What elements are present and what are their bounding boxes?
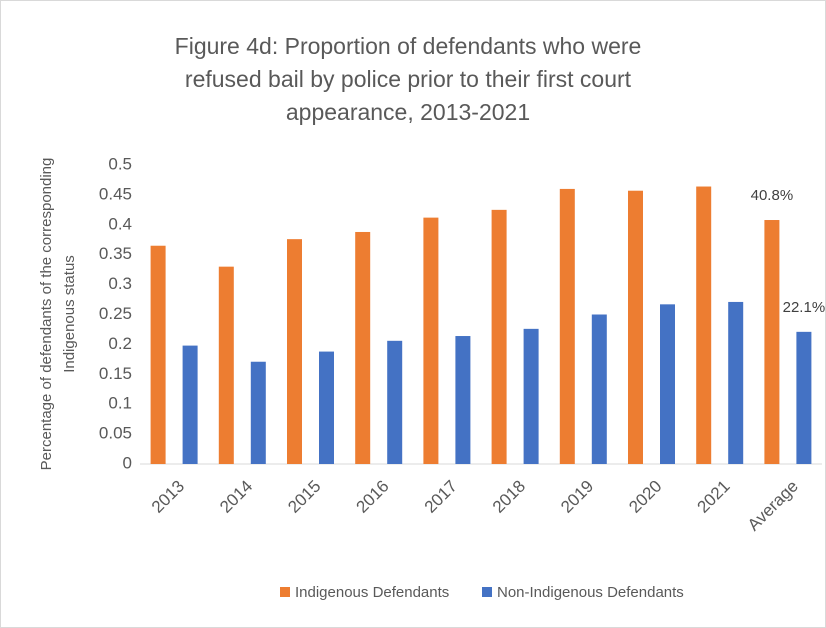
bar (764, 220, 780, 464)
bar (423, 217, 439, 464)
bar (182, 345, 198, 464)
bar (218, 266, 234, 464)
bar (728, 301, 744, 464)
bar (250, 361, 266, 464)
legend-swatch (280, 587, 290, 597)
bar (559, 188, 575, 465)
y-tick-label: 0.5 (108, 154, 132, 173)
bar (491, 209, 507, 464)
bar (387, 340, 403, 464)
y-tick-label: 0.1 (108, 394, 132, 413)
bar (796, 331, 812, 464)
bar (660, 304, 675, 464)
y-tick-label: 0.15 (99, 364, 132, 383)
y-tick-label: 0.25 (99, 304, 132, 323)
y-tick-label: 0.05 (99, 424, 132, 443)
legend-swatch (482, 587, 492, 597)
chart-title: appearance, 2013-2021 (286, 99, 530, 125)
bar (696, 186, 712, 464)
legend-label: Non-Indigenous Defendants (497, 584, 684, 601)
bar (628, 190, 643, 465)
y-tick-label: 0.4 (108, 214, 132, 233)
y-tick-label: 0.2 (108, 334, 132, 353)
bar (523, 328, 539, 464)
y-axis-title: Percentage of defendants of the correspo… (38, 158, 55, 471)
chart-title: refused bail by police prior to their fi… (185, 66, 632, 92)
y-axis-title: Indigenous status (61, 255, 78, 373)
y-tick-label: 0.45 (99, 184, 132, 203)
bar (355, 231, 371, 464)
y-tick-label: 0 (123, 453, 132, 472)
bar (455, 336, 471, 464)
bar (287, 239, 302, 464)
data-label: 40.8% (751, 187, 794, 204)
chart-title: Figure 4d: Proportion of defendants who … (175, 33, 642, 59)
bar (319, 351, 334, 464)
y-tick-label: 0.3 (108, 274, 132, 293)
y-tick-label: 0.35 (99, 244, 132, 263)
bar (591, 314, 607, 464)
data-label: 22.1% (783, 299, 826, 316)
legend-label: Indigenous Defendants (295, 584, 449, 601)
bar (150, 245, 166, 464)
